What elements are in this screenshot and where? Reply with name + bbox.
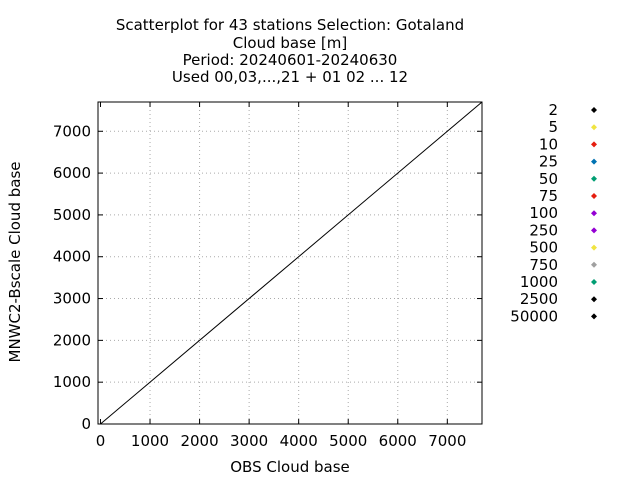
legend-label: 50 [539, 170, 558, 188]
legend-marker [591, 210, 597, 217]
x-tick-label: 3000 [230, 432, 268, 450]
y-tick-label: 5000 [53, 206, 91, 224]
legend-marker [591, 261, 597, 268]
scatter-points [100, 0, 473, 422]
x-tick-label: 5000 [329, 432, 367, 450]
legend-label: 2500 [520, 290, 558, 308]
y-tick-label: 0 [81, 415, 91, 433]
legend-label: 250 [529, 221, 558, 239]
y-axis-label: MNWC2-Bscale Cloud base [6, 162, 24, 363]
plot-frame [97, 101, 483, 425]
legend-item: 100 [529, 204, 597, 222]
legend-item: 1000 [520, 273, 597, 291]
legend-item: 50 [539, 170, 597, 188]
x-tick-label: 6000 [379, 432, 417, 450]
legend-item: 2500 [520, 290, 597, 308]
legend-label: 2 [548, 101, 558, 119]
y-tick-label: 6000 [53, 164, 91, 182]
legend-label: 5 [548, 118, 558, 136]
legend-marker [591, 193, 597, 199]
title-line-2: Cloud base [m] [233, 34, 347, 52]
y-tick-label: 7000 [53, 122, 91, 140]
legend-label: 50000 [510, 307, 558, 325]
x-tick-label: 1000 [131, 432, 169, 450]
diagonal-line [100, 101, 483, 425]
legend-marker [591, 158, 597, 165]
legend-item: 250 [529, 221, 597, 239]
legend-marker [591, 227, 597, 234]
y-tick-label: 2000 [53, 331, 91, 349]
x-tick-label: 2000 [180, 432, 218, 450]
legend-marker [591, 279, 597, 285]
title-line-1: Scatterplot for 43 stations Selection: G… [116, 16, 464, 34]
legend-item: 500 [529, 239, 597, 257]
legend-label: 750 [529, 256, 558, 274]
legend-marker [591, 175, 597, 182]
x-tick-label: 0 [96, 432, 106, 450]
legend-item: 2 [548, 101, 597, 119]
legend-marker [591, 107, 597, 113]
legend-label: 100 [529, 204, 558, 222]
y-tick-label: 1000 [53, 373, 91, 391]
grid-lines [98, 102, 482, 424]
legend-marker [591, 296, 597, 303]
chart-title: Scatterplot for 43 stations Selection: G… [116, 16, 464, 86]
legend-label: 75 [539, 187, 558, 205]
legend-label: 500 [529, 239, 558, 257]
legend-item: 50000 [510, 307, 597, 325]
legend-item: 25 [539, 153, 597, 171]
title-line-4: Used 00,03,...,21 + 01 02 ... 12 [172, 68, 408, 86]
y-tick-label: 4000 [53, 248, 91, 266]
axis-ticks: 0 1000 2000 3000 4000 5000 6000 7000 0 1000 2000 30… [53, 102, 482, 450]
x-tick-label: 4000 [280, 432, 318, 450]
x-axis-label: OBS Cloud base [230, 458, 350, 476]
legend-marker [591, 141, 597, 148]
legend-marker [591, 124, 597, 131]
legend-label: 25 [539, 153, 558, 171]
title-line-3: Period: 20240601-20240630 [183, 51, 398, 69]
legend-label: 1000 [520, 273, 558, 291]
legend-item: 75 [539, 187, 597, 205]
legend-marker [591, 313, 597, 320]
x-tick-label: 7000 [428, 432, 466, 450]
y-tick-label: 3000 [53, 290, 91, 308]
legend-label: 10 [539, 135, 558, 153]
legend-marker [591, 244, 597, 251]
legend-item: 5 [548, 118, 597, 136]
legend-item: 10 [539, 135, 597, 153]
legend-item: 750 [529, 256, 597, 274]
